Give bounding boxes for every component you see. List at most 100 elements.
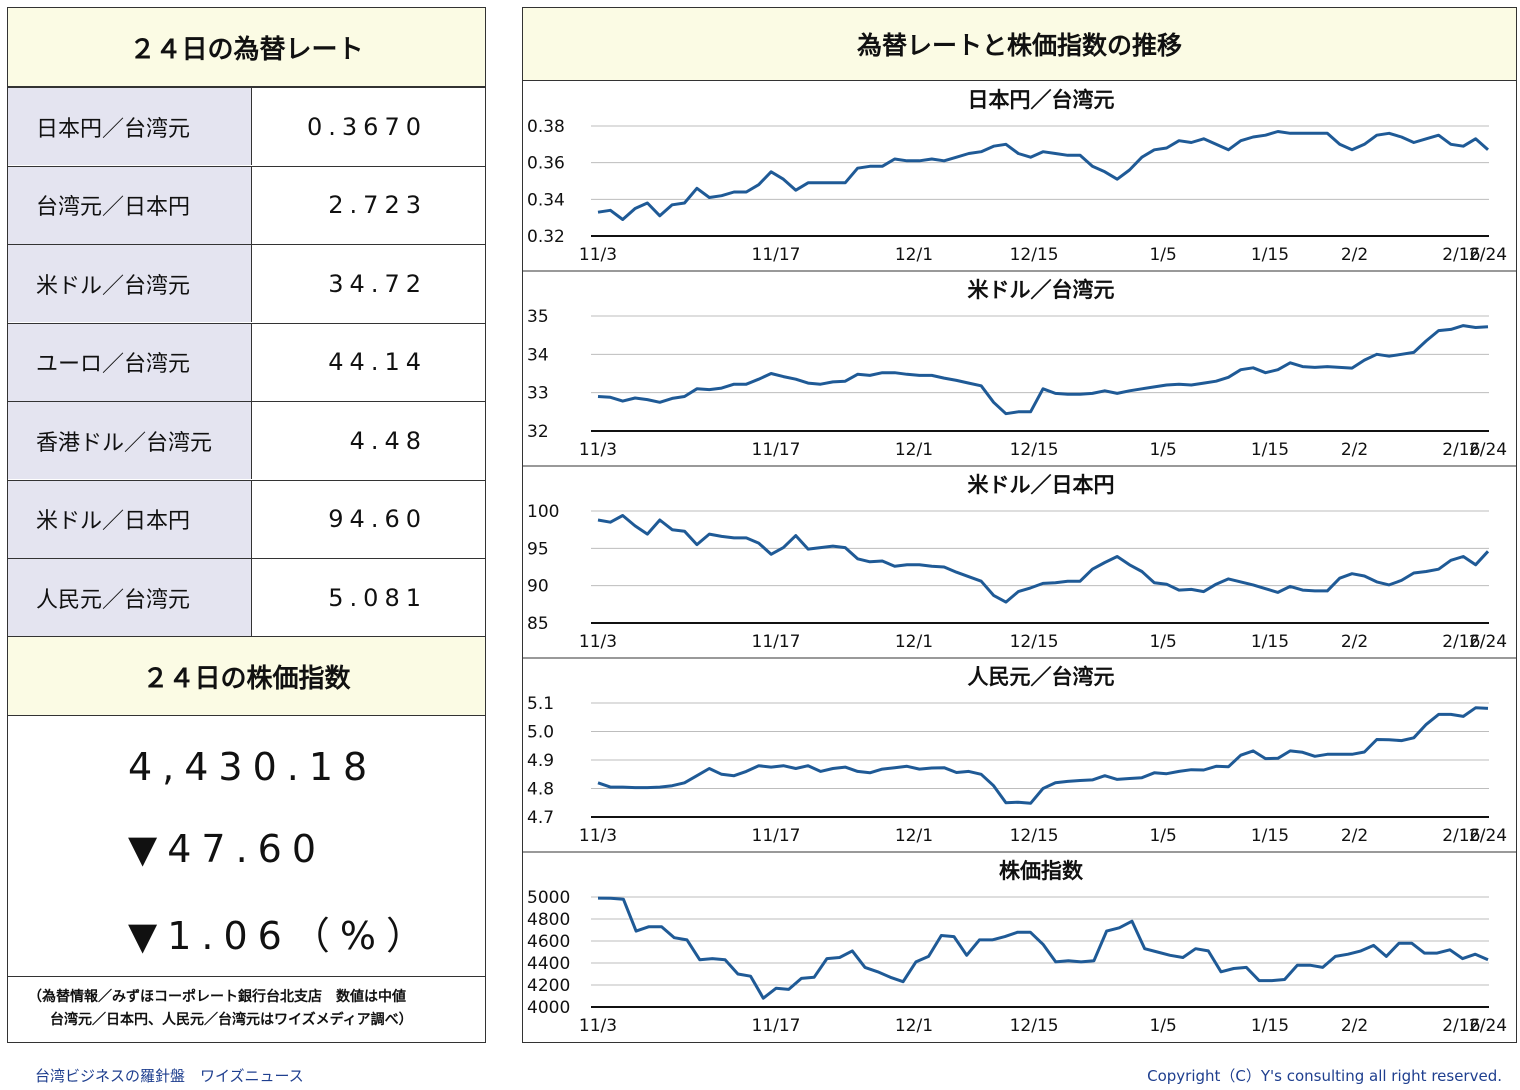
y-tick-label: 0.38 (527, 117, 565, 137)
rate-value: 5.081 (328, 583, 427, 612)
y-tick-label: 5.1 (527, 694, 554, 714)
x-tick-label: 11/17 (752, 1016, 801, 1036)
chart-title: 人民元／台湾元 (968, 665, 1115, 689)
y-tick-label: 34 (527, 345, 549, 365)
y-tick-label: 33 (527, 384, 549, 404)
source-note-line1: （為替情報／みずほコーポレート銀行台北支店 数値は中値 (28, 989, 406, 1005)
chart-title: 株価指数 (999, 859, 1084, 883)
y-tick-label: 4.8 (527, 780, 554, 800)
x-tick-label: 2/2 (1341, 1016, 1368, 1036)
rate-row: 米ドル／台湾元 34.72 (8, 244, 485, 322)
rate-label: 米ドル／日本円 (8, 480, 252, 558)
x-tick-label: 2/16 (1442, 632, 1480, 652)
chart-title: 日本円／台湾元 (968, 88, 1115, 112)
x-tick-label: 11/17 (752, 632, 801, 652)
rate-label: 人民元／台湾元 (8, 559, 252, 636)
x-tick-label: 1/15 (1251, 440, 1289, 460)
stock-panel: ２４日の株価指数 4,430.18 ▼47.60 ▼1.06（%） （為替情報／… (7, 636, 486, 1043)
y-tick-label: 0.36 (527, 154, 565, 174)
rate-row: ユーロ／台湾元 44.14 (8, 322, 485, 401)
y-tick-label: 0.34 (527, 190, 565, 210)
chart-panel: 日本円／台湾元 0.38 0.36 0.34 0.32 11/3 11/17 12/1 12/1… (527, 88, 1507, 265)
x-tick-label: 2/16 (1442, 1016, 1480, 1036)
chart-title: 米ドル／日本円 (968, 473, 1115, 497)
series-line (597, 706, 1489, 805)
x-tick-label: 2/2 (1341, 632, 1368, 652)
rate-value: 0.3670 (307, 112, 427, 141)
x-tick-label: 2/2 (1341, 826, 1368, 846)
rate-row: 米ドル／日本円 94.60 (8, 479, 485, 558)
rate-row: 人民元／台湾元 5.081 (8, 558, 485, 636)
series-line (597, 514, 1490, 604)
x-tick-label: 12/1 (895, 1016, 933, 1036)
x-tick-label: 1/15 (1251, 632, 1289, 652)
x-tick-label: 12/15 (1010, 1016, 1059, 1036)
rate-label: 台湾元／日本円 (8, 166, 252, 244)
rate-label: ユーロ／台湾元 (8, 323, 252, 401)
x-tick-label: 2/24 (1469, 440, 1507, 460)
y-tick-label: 4800 (527, 910, 570, 930)
series-line (597, 896, 1489, 1000)
y-tick-label: 35 (527, 307, 549, 327)
x-tick-label: 12/1 (895, 440, 933, 460)
y-tick-label: 32 (527, 422, 549, 442)
x-tick-label: 12/1 (895, 245, 933, 265)
rate-label: 米ドル／台湾元 (8, 245, 252, 322)
x-tick-label: 2/24 (1469, 632, 1507, 652)
y-tick-label: 0.32 (527, 227, 565, 247)
x-tick-label: 1/15 (1251, 1016, 1289, 1036)
y-tick-label: 4400 (527, 954, 570, 974)
y-tick-label: 4600 (527, 932, 570, 952)
y-tick-label: 95 (527, 539, 549, 559)
series-line (597, 324, 1489, 416)
x-tick-label: 12/15 (1010, 245, 1059, 265)
x-tick-label: 11/3 (579, 1016, 617, 1036)
x-tick-label: 12/1 (895, 826, 933, 846)
x-tick-label: 1/5 (1149, 1016, 1176, 1036)
charts-svg: 日本円／台湾元 0.38 0.36 0.34 0.32 11/3 11/17 12/1 12/1… (523, 88, 1516, 1036)
footer-left: 台湾ビジネスの羅針盤 ワイズニュース (35, 1067, 304, 1085)
rates-panel-title: ２４日の為替レート (8, 8, 485, 87)
note-divider (8, 976, 485, 977)
rate-row: 日本円／台湾元 0.3670 (8, 87, 485, 165)
x-tick-label: 2/16 (1442, 245, 1480, 265)
x-tick-label: 1/15 (1251, 245, 1289, 265)
x-tick-label: 11/17 (752, 440, 801, 460)
rate-value: 2.723 (328, 191, 427, 219)
source-note-line2: 台湾元／日本円、人民元／台湾元はワイズメディア調べ） (50, 1012, 413, 1028)
x-tick-label: 11/3 (579, 632, 617, 652)
x-tick-label: 2/24 (1469, 1016, 1507, 1036)
x-tick-label: 11/3 (579, 826, 617, 846)
y-tick-label: 4.9 (527, 751, 554, 771)
stock-index-change: ▼47.60 (128, 827, 327, 871)
x-tick-label: 1/5 (1149, 440, 1176, 460)
footer-right: Copyright（C）Y's consulting all right res… (1147, 1067, 1502, 1085)
charts-panel: 為替レートと株価指数の推移 日本円／台湾元 0.38 0.36 0.34 0.32 11/… (522, 7, 1517, 1043)
x-tick-label: 2/2 (1341, 440, 1368, 460)
rate-row: 台湾元／日本円 2.723 (8, 165, 485, 244)
rate-row: 香港ドル／台湾元 4.48 (8, 401, 485, 479)
x-tick-label: 1/5 (1149, 632, 1176, 652)
x-tick-label: 12/15 (1010, 826, 1059, 846)
x-tick-label: 11/3 (579, 245, 617, 265)
x-tick-label: 2/24 (1469, 826, 1507, 846)
chart-panel: 米ドル／台湾元 35 34 33 32 11/3 11/17 12/1 12/15 1/5 1/15… (523, 270, 1516, 460)
rate-label: 香港ドル／台湾元 (8, 402, 252, 479)
chart-panel: 米ドル／日本円 100 95 90 85 11/3 11/17 12/1 12/15 1/5 1/1… (523, 465, 1516, 652)
y-tick-label: 100 (527, 502, 559, 522)
y-tick-label: 4000 (527, 998, 570, 1018)
x-tick-label: 2/16 (1442, 826, 1480, 846)
rate-value: 44.14 (328, 348, 427, 376)
x-tick-label: 11/17 (752, 245, 801, 265)
y-tick-label: 4200 (527, 976, 570, 996)
stock-index-value: 4,430.18 (128, 745, 378, 789)
x-tick-label: 12/15 (1010, 632, 1059, 652)
x-tick-label: 2/2 (1341, 245, 1368, 265)
rates-panel: ２４日の為替レート 日本円／台湾元 0.3670 台湾元／日本円 2.723 米ドル／台… (7, 7, 486, 637)
x-tick-label: 12/1 (895, 632, 933, 652)
x-tick-label: 1/5 (1149, 245, 1176, 265)
chart-panel: 人民元／台湾元 5.1 5.0 4.9 4.8 4.7 11/3 11/17 12/1 12/15… (523, 657, 1516, 846)
rate-label: 日本円／台湾元 (8, 88, 252, 165)
rate-value: 34.72 (328, 269, 427, 298)
